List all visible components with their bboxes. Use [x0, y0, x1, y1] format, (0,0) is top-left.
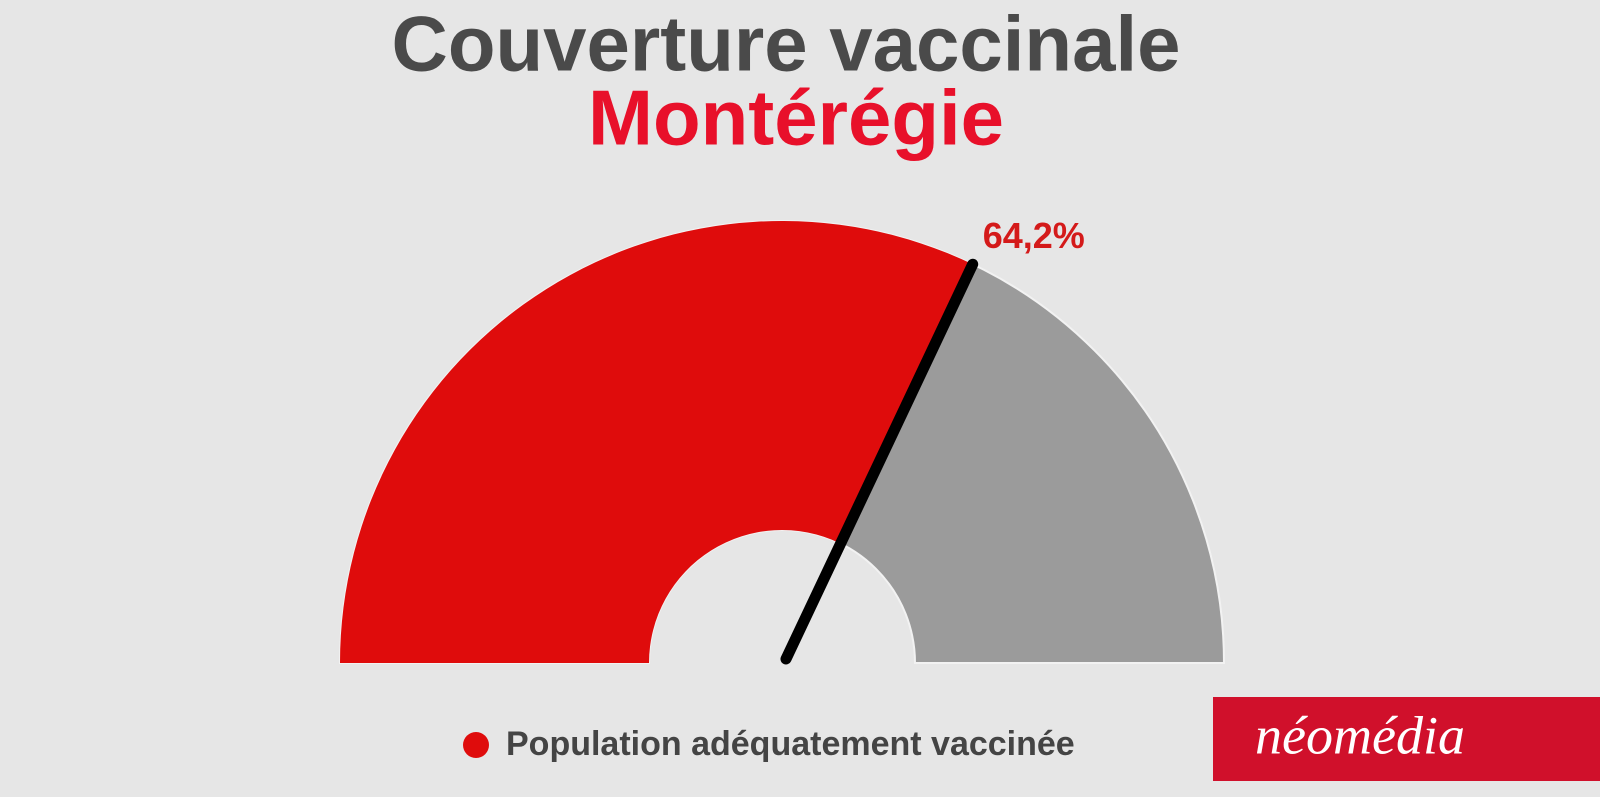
- needle: [780, 258, 979, 665]
- legend-marker: [463, 732, 489, 758]
- logo-box: [1213, 697, 1600, 781]
- value-label: 64,2%: [983, 215, 1085, 256]
- chart-title: Couverture vaccinale: [391, 0, 1180, 88]
- logo: néomédia: [1255, 705, 1465, 765]
- legend-label: Population adéquatement vaccinée: [506, 725, 1075, 763]
- gauge-value: [340, 220, 973, 663]
- chart-subtitle: Montérégie: [588, 74, 1004, 162]
